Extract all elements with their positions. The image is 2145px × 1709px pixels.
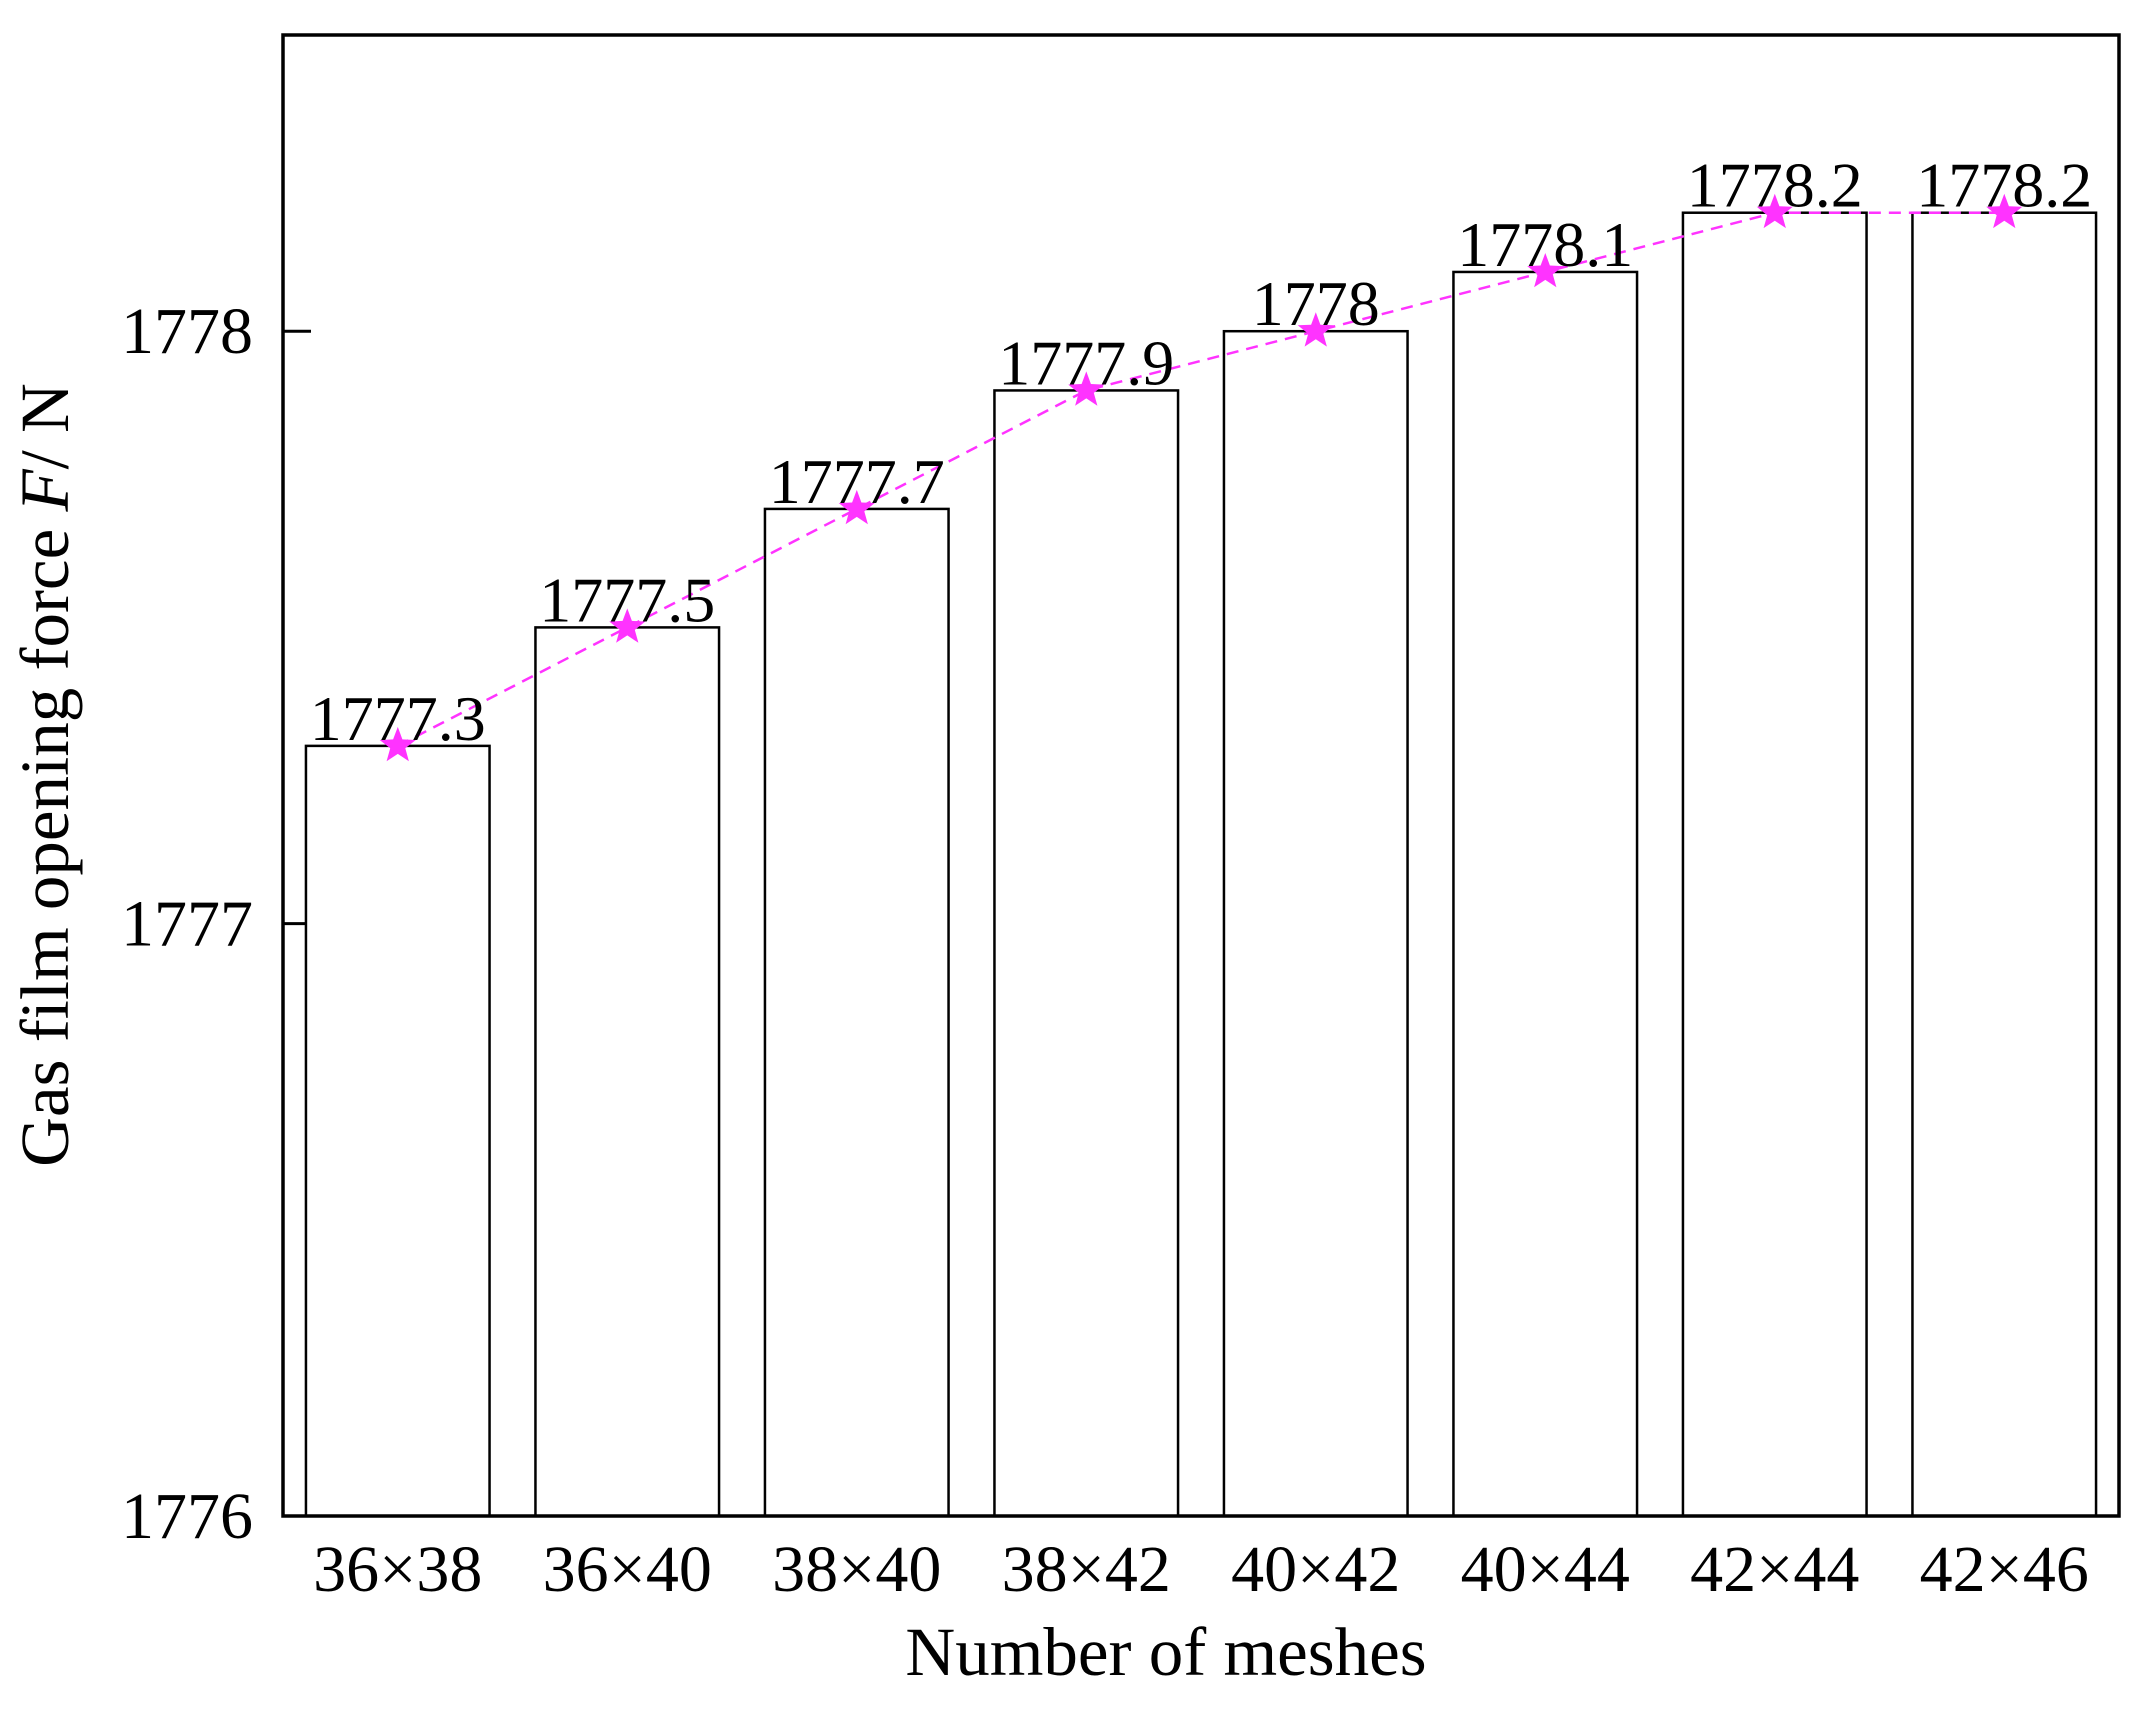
marker [609,608,646,643]
data-label: 1777.9 [998,327,1174,398]
x-tick-label: 38×40 [772,1533,941,1606]
bar [1681,211,1868,1518]
y-axis-title: Gas film opening force F/ N [7,383,83,1167]
y-axis-title-unit: / N [7,383,83,469]
y-tick-label: 1776 [121,1480,253,1553]
data-label: 1777.5 [539,564,715,635]
bar [534,626,721,1518]
bar [1911,211,2098,1518]
x-tick-label: 40×42 [1231,1533,1400,1606]
x-tick-label: 40×44 [1461,1533,1630,1606]
plot-frame [281,33,2121,1518]
bar [763,507,950,1518]
marker [1527,253,1564,288]
data-label: 1778.1 [1457,209,1633,280]
trend-line [397,211,2005,747]
marker [1068,371,1105,406]
marker [1986,193,2023,229]
data-label: 1777.3 [310,683,486,754]
data-label: 1778.2 [1687,150,1863,221]
data-label: 1778 [1252,268,1380,339]
y-axis-title-text: Gas film opening force [7,512,83,1167]
data-label: 1778.2 [1916,150,2092,221]
x-tick-label: 36×38 [313,1533,482,1606]
x-tick-label: 42×46 [1920,1533,2089,1606]
y-axis-title-symbol: F [7,469,83,513]
bar [1452,270,1639,1518]
data-label: 1777.7 [769,446,945,517]
marker [379,726,416,762]
marker [1297,312,1334,347]
x-tick-label: 38×42 [1002,1533,1171,1606]
bar [993,389,1180,1518]
marker [838,489,875,525]
marker [1756,193,1793,229]
bar [1222,329,1409,1518]
bar [304,744,491,1518]
x-tick-label: 36×40 [543,1533,712,1606]
x-axis-title: Number of meshes [905,1614,1426,1690]
x-tick-label: 42×44 [1690,1533,1859,1606]
y-tick-label: 1778 [121,295,253,368]
y-tick-label: 1777 [121,888,253,961]
